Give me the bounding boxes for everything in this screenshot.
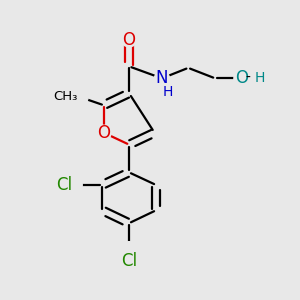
Text: H: H — [255, 71, 266, 85]
Text: N: N — [156, 69, 168, 87]
Text: Cl: Cl — [56, 176, 72, 194]
Text: CH₃: CH₃ — [53, 90, 78, 103]
Circle shape — [161, 86, 173, 98]
Text: O: O — [235, 69, 248, 87]
Text: -: - — [246, 71, 251, 85]
Text: O: O — [97, 124, 110, 142]
Text: H: H — [162, 85, 172, 99]
Circle shape — [118, 242, 140, 262]
Circle shape — [96, 125, 111, 140]
Circle shape — [249, 72, 261, 84]
Text: O: O — [123, 31, 136, 49]
Text: Cl: Cl — [121, 252, 137, 270]
Circle shape — [154, 71, 169, 86]
Circle shape — [122, 32, 136, 47]
Circle shape — [234, 71, 249, 86]
Circle shape — [61, 175, 82, 195]
Circle shape — [67, 86, 88, 107]
